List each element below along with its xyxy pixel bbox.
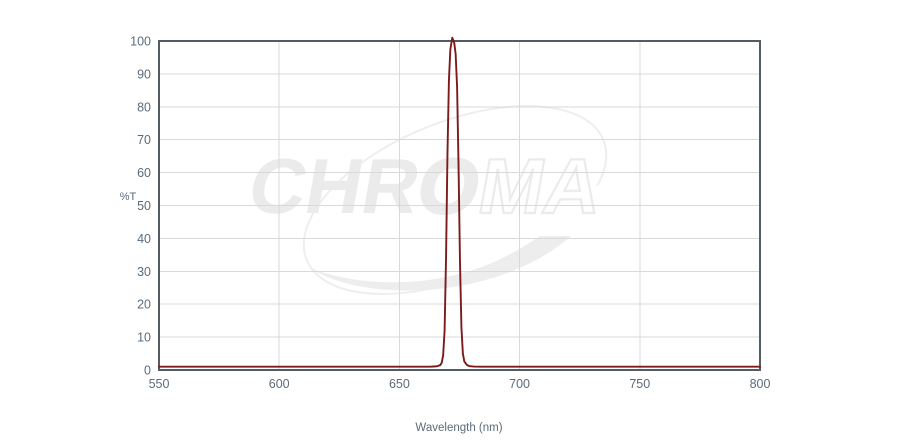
y-tick-label-30: 30 [137, 265, 151, 279]
x-tick-label-600: 600 [269, 377, 290, 391]
y-tick-label-50: 50 [137, 199, 151, 213]
x-tick-labels: 550 600 650 700 750 800 [149, 377, 771, 391]
x-tick-label-550: 550 [149, 377, 170, 391]
y-tick-label-0: 0 [144, 364, 151, 378]
y-tick-label-90: 90 [137, 67, 151, 81]
x-tick-label-700: 700 [509, 377, 530, 391]
y-tick-label-70: 70 [137, 133, 151, 147]
x-tick-label-750: 750 [629, 377, 650, 391]
series-group [158, 36, 761, 368]
x-axis-title: Wavelength (nm) [415, 422, 502, 434]
series-line-0 [158, 36, 761, 368]
y-tick-labels: 0 10 20 30 40 50 60 70 80 90 100 [130, 35, 151, 378]
y-tick-label-100: 100 [130, 35, 151, 49]
y-axis-title: %T [120, 191, 137, 203]
y-tick-label-40: 40 [137, 232, 151, 246]
y-tick-label-80: 80 [137, 100, 151, 114]
x-tick-label-650: 650 [389, 377, 410, 391]
y-tick-label-20: 20 [137, 298, 151, 312]
x-tick-label-800: 800 [750, 377, 771, 391]
y-tick-label-60: 60 [137, 166, 151, 180]
watermark-text-oma: CHROMA [242, 143, 608, 230]
vertical-gridlines [278, 41, 641, 370]
plot-area-border [158, 40, 761, 371]
y-tick-label-10: 10 [137, 331, 151, 345]
